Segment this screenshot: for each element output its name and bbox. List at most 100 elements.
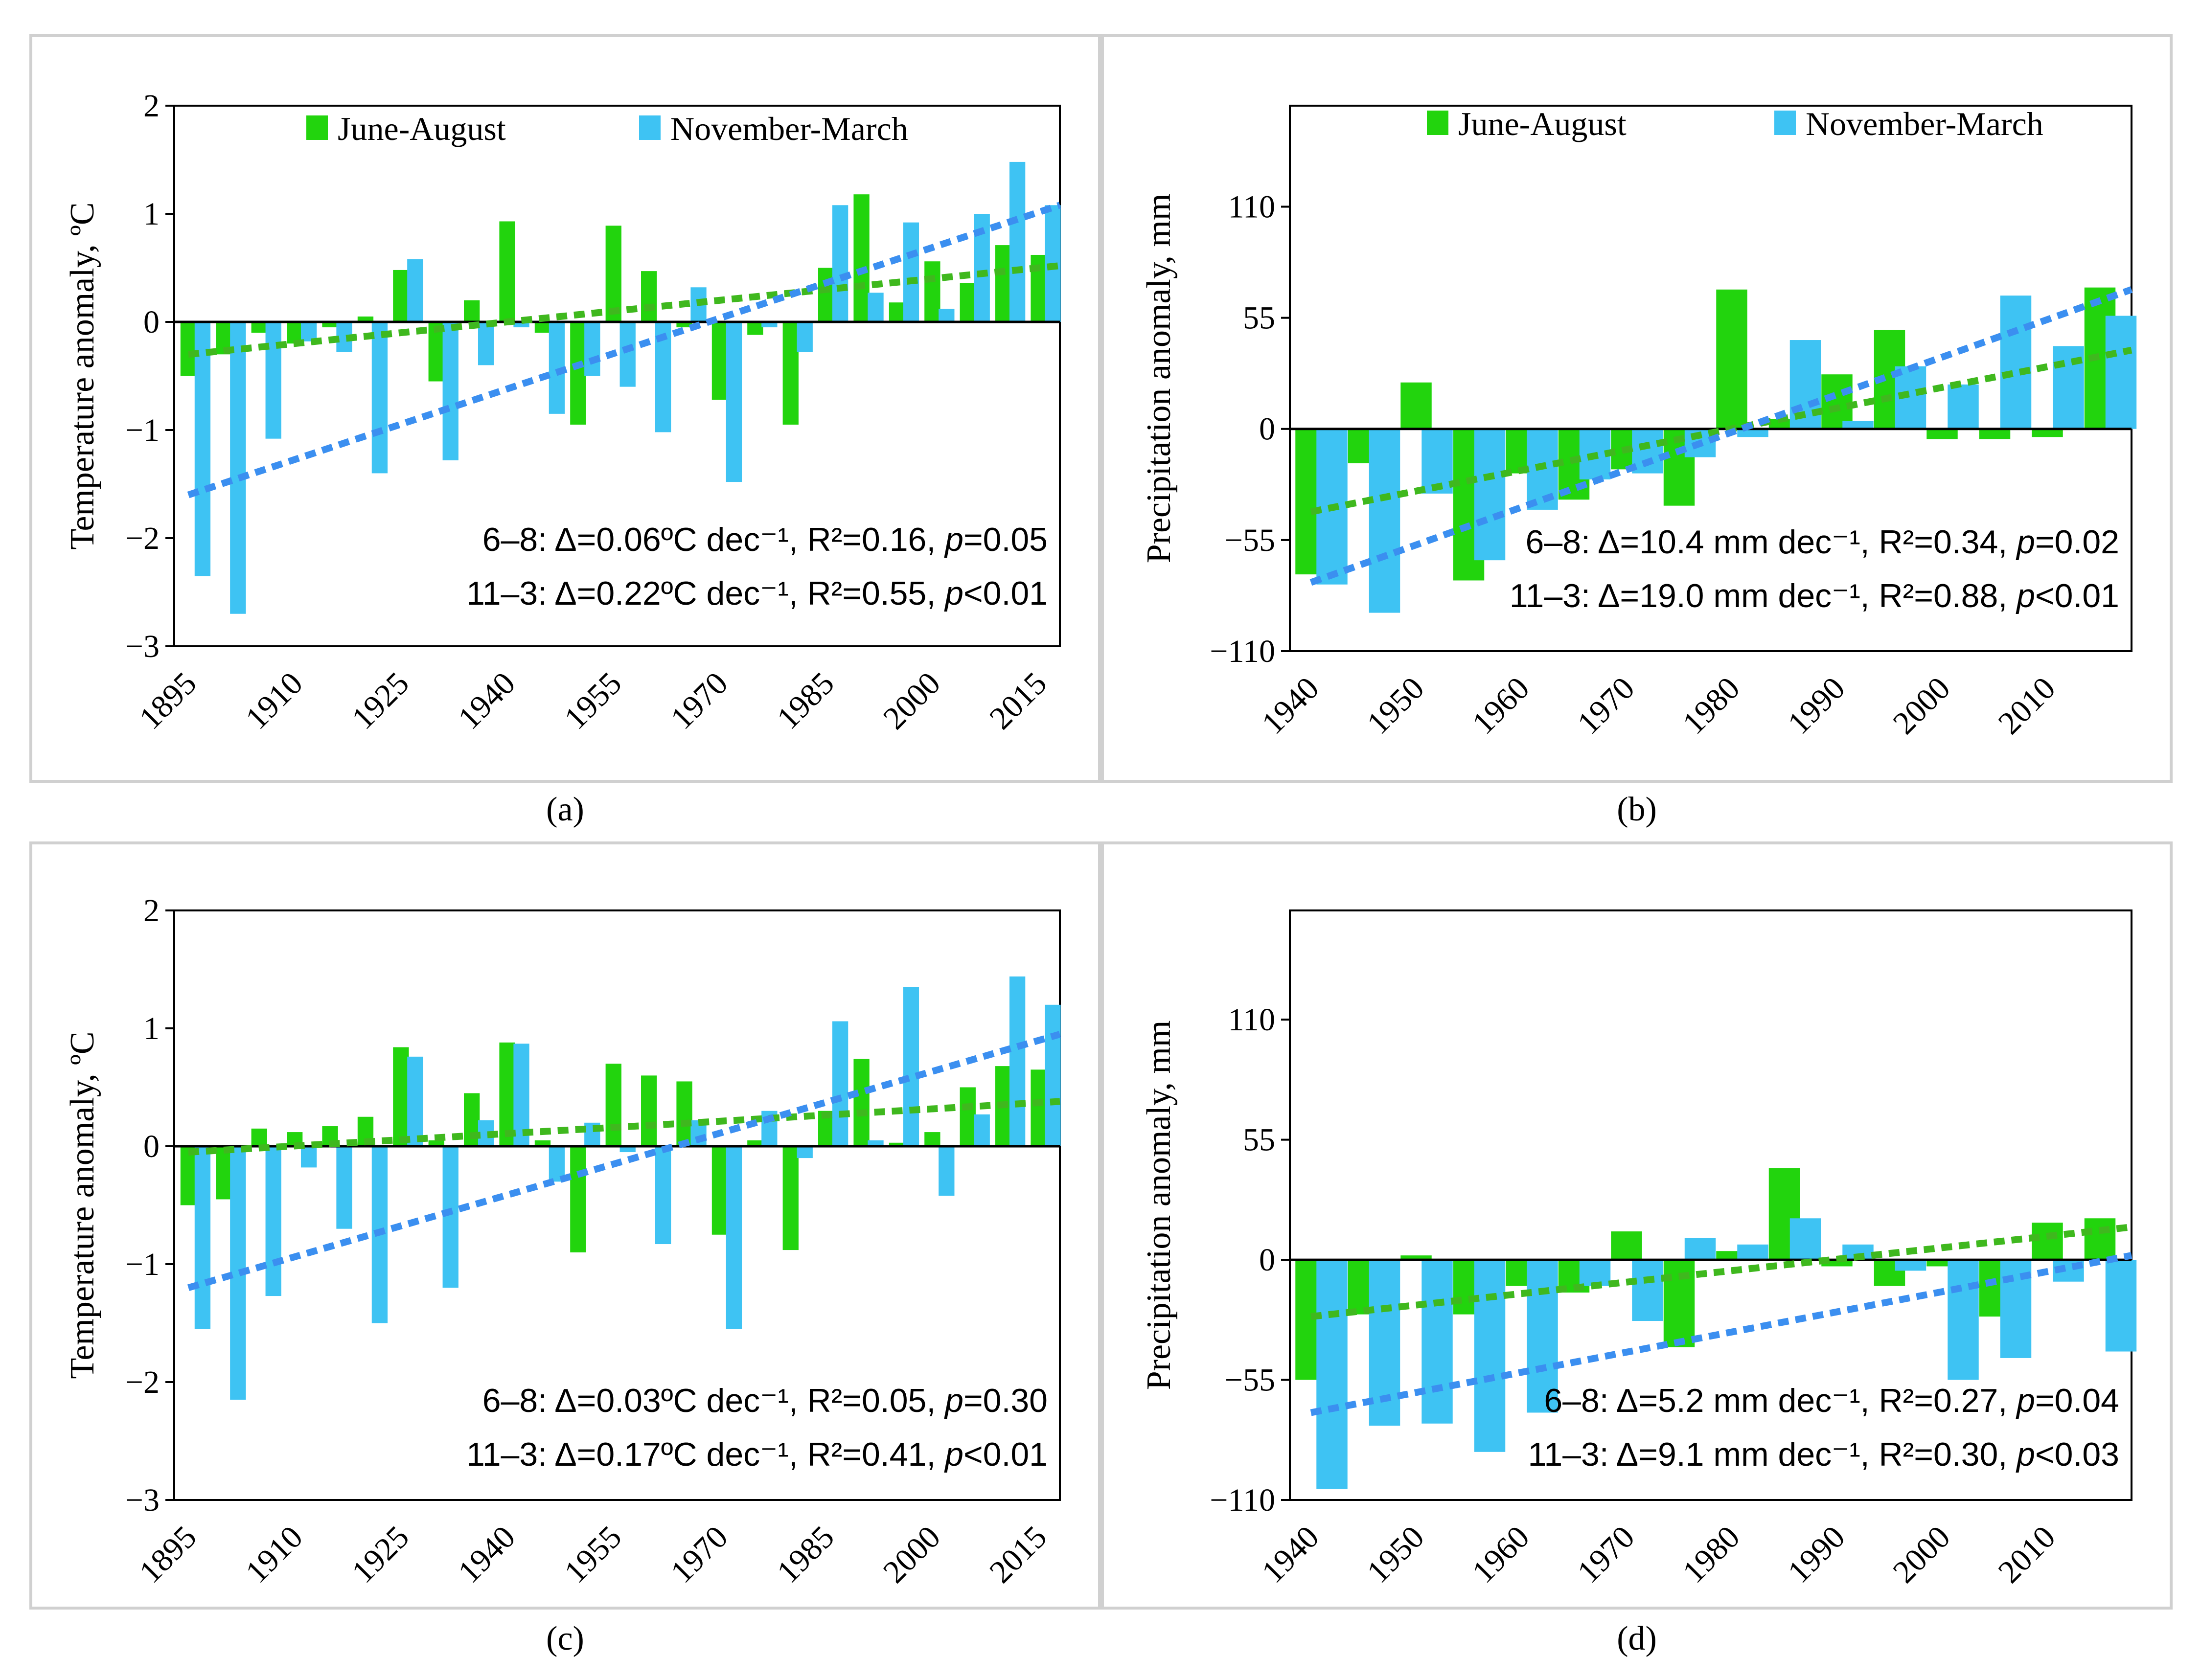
y-axis-label: Precipitation anomaly, mm xyxy=(1140,194,1178,564)
bar-november-march xyxy=(939,309,955,322)
bar-november-march xyxy=(1579,1260,1611,1286)
x-tick-label: 1955 xyxy=(557,1519,628,1590)
y-tick-label: −55 xyxy=(1225,522,1275,558)
y-tick-label: −2 xyxy=(125,1364,160,1400)
bar-june-august xyxy=(676,1081,692,1146)
bar-november-march xyxy=(1632,1260,1663,1321)
bar-june-august xyxy=(711,322,728,400)
bar-june-august xyxy=(889,1142,905,1146)
bar-november-march xyxy=(1737,1244,1768,1260)
bar-november-march xyxy=(194,322,211,576)
y-axis-label: Precipitation anomaly, mm xyxy=(1140,1021,1178,1390)
bar-november-march xyxy=(761,322,778,328)
bar-november-march xyxy=(1527,1260,1558,1413)
bar-june-august xyxy=(747,322,763,335)
panel-a: 2 1 0 −1 −2 −3 1895 1910 1925 1940 1955 1970 1985 200… xyxy=(29,34,1101,783)
x-tick-label: 2015 xyxy=(983,665,1054,736)
bar-june-august xyxy=(960,1087,976,1146)
bar-june-august xyxy=(1926,429,1958,439)
bar-june-august xyxy=(853,1059,870,1146)
y-tick-label: −110 xyxy=(1210,1482,1275,1518)
bar-june-august xyxy=(393,1047,409,1146)
bar-november-march xyxy=(2000,295,2032,429)
bar-june-august xyxy=(818,268,834,322)
bar-november-march xyxy=(1421,1260,1453,1424)
x-tick-label: 1925 xyxy=(345,665,416,736)
bar-november-march xyxy=(300,1146,317,1168)
bar-november-march xyxy=(1948,1260,1979,1380)
legend-label-november-march: November-March xyxy=(670,110,908,147)
x-tick-label: 2010 xyxy=(1992,670,2063,741)
bar-november-march xyxy=(442,322,459,460)
bar-november-march xyxy=(1009,976,1026,1146)
bar-june-august xyxy=(464,300,480,322)
bar-november-march xyxy=(726,322,742,482)
x-tick-label: 2000 xyxy=(876,1519,947,1590)
bar-november-march xyxy=(336,1146,352,1229)
y-tick-label: 55 xyxy=(1243,1122,1275,1158)
bar-june-august xyxy=(251,322,267,333)
bar-november-march xyxy=(1369,429,1400,613)
x-tick-label: 1960 xyxy=(1466,670,1536,741)
panel-c: 2 1 0 −1 −2 −3 1895 1910 1925 1940 1955 1970 1985 200… xyxy=(29,841,1101,1610)
bar-november-march xyxy=(265,1146,281,1296)
bar-november-march xyxy=(903,987,919,1146)
trend-june-august xyxy=(1310,1224,2132,1320)
bar-november-march xyxy=(1474,1260,1506,1452)
bar-november-march xyxy=(619,1146,636,1153)
bar-june-august xyxy=(534,322,551,333)
x-tick-label: 1970 xyxy=(1571,670,1642,741)
bar-june-august xyxy=(605,1064,621,1146)
bar-november-march xyxy=(1474,429,1506,561)
annotation-a-0: 6–8: Δ=0.06ºC dec⁻¹, R²=0.16, p=0.05 xyxy=(482,521,1048,558)
bar-november-march xyxy=(407,1056,423,1146)
bar-june-august xyxy=(216,1146,232,1200)
x-tick-label: 1940 xyxy=(451,665,522,736)
y-axis-label: Temperature anomaly, ºC xyxy=(64,202,101,549)
y-tick-label: −110 xyxy=(1210,634,1275,669)
bar-june-august xyxy=(393,270,409,322)
trend-june-august xyxy=(188,1098,1060,1156)
x-tick-label: 2000 xyxy=(1886,670,1957,741)
bar-june-august xyxy=(889,302,905,322)
bar-november-march xyxy=(2105,1260,2137,1352)
y-tick-label: 0 xyxy=(143,304,160,340)
legend-label-november-march: November-March xyxy=(1806,105,2043,142)
x-tick-label: 1895 xyxy=(133,665,204,736)
panel-b: 110 55 0 −55 −110 1940 1950 1960 1970 1980 1990 200… xyxy=(1101,34,2173,783)
bar-november-march xyxy=(1316,1260,1348,1489)
bar-november-march xyxy=(407,259,423,322)
bar-november-march xyxy=(726,1146,742,1329)
trend-june-august xyxy=(188,262,1060,358)
bar-june-august xyxy=(1031,1069,1047,1146)
bar-june-august xyxy=(747,1140,763,1146)
caption-b: (b) xyxy=(1617,791,1657,828)
x-tick-label: 1940 xyxy=(1255,670,1326,741)
x-tick-label: 2000 xyxy=(876,665,947,736)
annotation-a-1: 11–3: Δ=0.22ºC dec⁻¹, R²=0.55, p<0.01 xyxy=(466,575,1048,612)
bar-june-august xyxy=(641,271,657,322)
bar-november-march xyxy=(2105,316,2137,429)
y-tick-label: −55 xyxy=(1225,1362,1275,1398)
x-tick-label: 1970 xyxy=(664,1519,735,1590)
y-tick-label: 2 xyxy=(143,893,160,929)
bar-june-august xyxy=(960,283,976,322)
annotation-d-0: 6–8: Δ=5.2 mm dec⁻¹, R²=0.27, p=0.04 xyxy=(1544,1382,2119,1419)
bar-november-march xyxy=(1842,421,1874,429)
bar-june-august xyxy=(853,194,870,322)
bar-june-august xyxy=(499,221,515,322)
bar-june-august xyxy=(711,1146,728,1235)
bar-june-august xyxy=(180,1146,197,1205)
bar-november-march xyxy=(903,222,919,322)
x-tick-label: 1960 xyxy=(1466,1519,1536,1590)
bar-november-march xyxy=(939,1146,955,1196)
legend-label-june-august: June-August xyxy=(338,110,506,147)
bar-june-august xyxy=(924,261,940,322)
x-tick-label: 1980 xyxy=(1676,1519,1747,1590)
bar-june-august xyxy=(428,1140,444,1146)
x-tick-label: 1970 xyxy=(1571,1519,1642,1590)
bar-june-august xyxy=(2084,1218,2116,1260)
